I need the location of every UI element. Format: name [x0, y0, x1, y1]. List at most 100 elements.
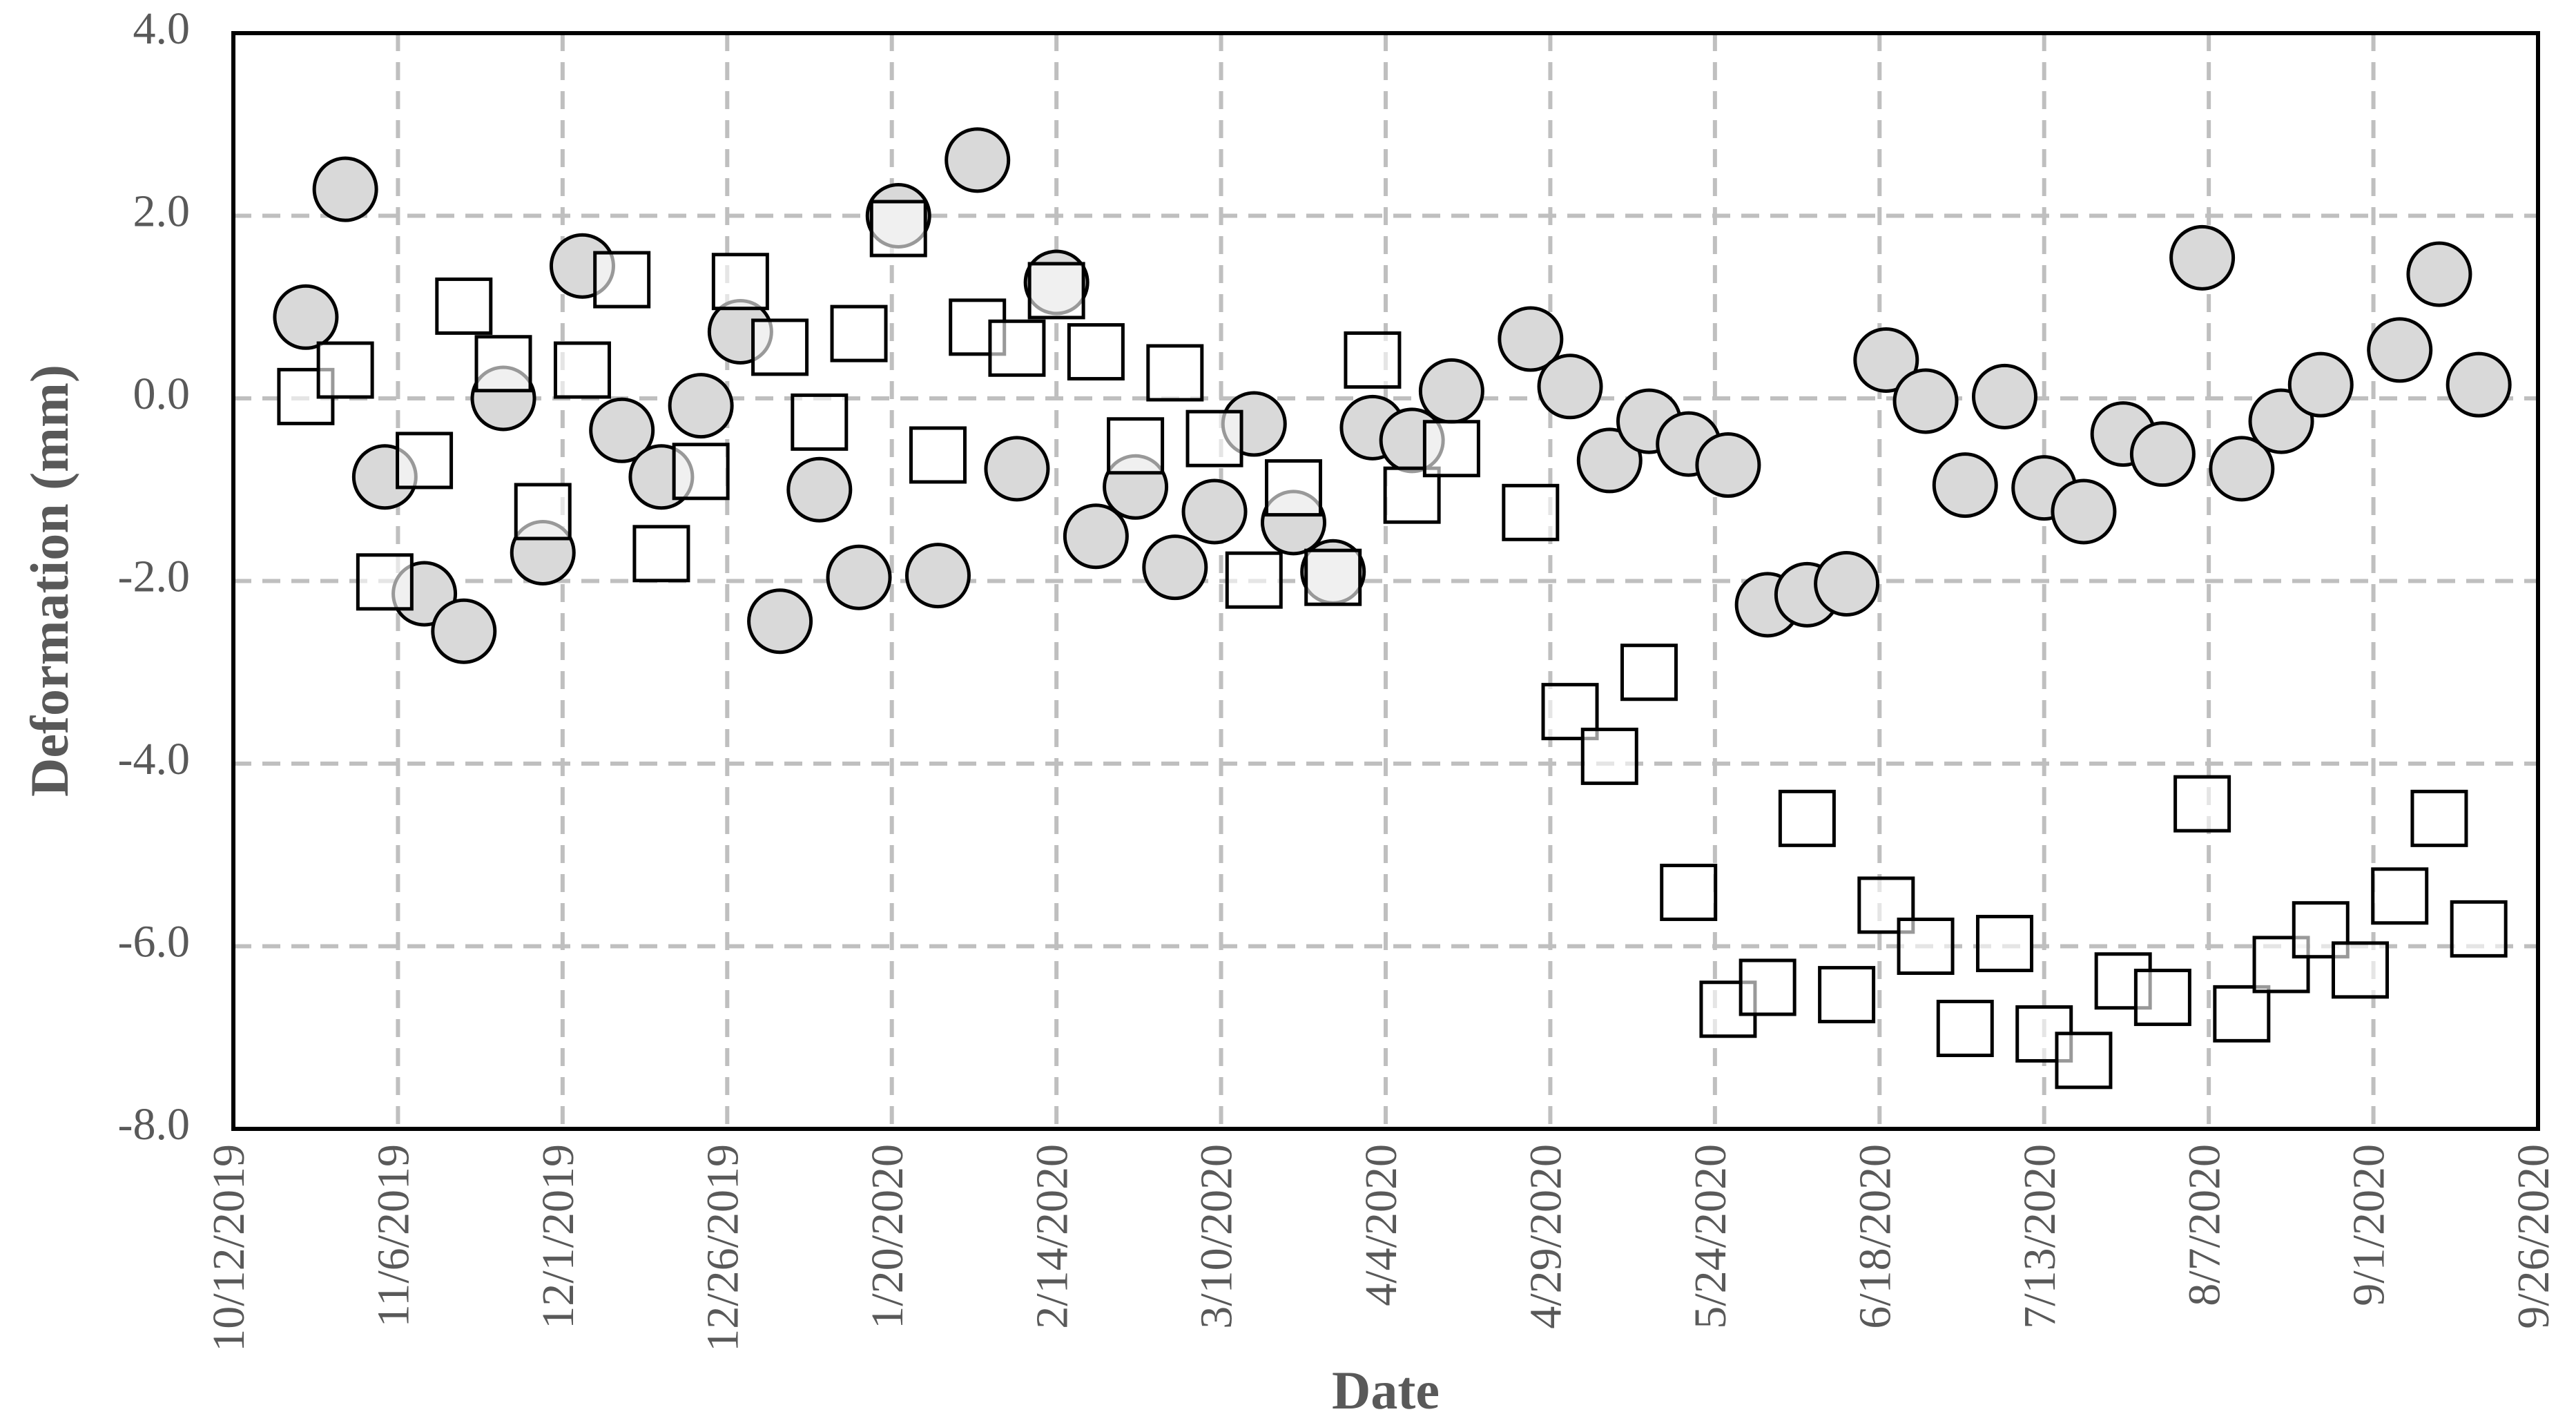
circle-marker: [1814, 550, 1880, 617]
x-tick-label: 10/12/2019: [204, 1144, 254, 1352]
square-marker: [1107, 417, 1165, 475]
square-marker: [514, 483, 572, 541]
square-marker: [1660, 863, 1718, 921]
y-axis-title: Deformation (mm): [19, 365, 79, 797]
circle-marker: [1063, 503, 1129, 570]
square-marker: [1146, 344, 1204, 402]
square-marker: [1422, 420, 1480, 478]
square-marker: [356, 553, 414, 611]
circle-marker: [904, 543, 971, 609]
circle-marker: [2051, 478, 2117, 545]
plot-frame: [231, 31, 2540, 1131]
x-tick-label: 6/18/2020: [1850, 1144, 1900, 1329]
square-marker: [711, 253, 769, 311]
circle-marker: [786, 456, 853, 523]
circle-marker: [1971, 363, 2037, 429]
square-marker: [1185, 409, 1243, 467]
circle-marker: [2446, 351, 2512, 418]
square-marker: [1502, 483, 1560, 541]
circle-marker: [1142, 534, 1208, 601]
circle-marker: [2129, 421, 2196, 487]
x-tick-label: 8/7/2020: [2179, 1144, 2229, 1306]
square-marker: [316, 341, 374, 399]
square-marker: [1818, 966, 1876, 1024]
square-marker: [2410, 789, 2468, 847]
x-tick-label: 12/26/2019: [697, 1144, 748, 1352]
circle-marker: [668, 373, 734, 439]
y-tick-label: -6.0: [118, 917, 190, 967]
y-tick-label: 4.0: [133, 3, 191, 54]
circle-marker: [1853, 327, 1919, 393]
square-marker: [1264, 459, 1322, 517]
x-tick-label: 9/1/2020: [2344, 1144, 2394, 1306]
y-tick-label: -4.0: [118, 734, 190, 784]
x-tick-label: 9/26/2020: [2508, 1144, 2559, 1329]
square-marker: [1778, 789, 1836, 847]
square-marker: [396, 432, 454, 490]
x-axis-title: Date: [1332, 1360, 1440, 1420]
square-marker: [909, 426, 967, 484]
square-marker: [1975, 915, 2033, 973]
circle-marker: [984, 436, 1050, 502]
square-marker: [1344, 331, 1402, 389]
x-tick-label: 11/6/2019: [369, 1144, 419, 1327]
circle-marker: [1498, 306, 1564, 372]
x-tick-label: 2/14/2020: [1027, 1144, 1077, 1329]
circle-marker: [1932, 452, 1998, 519]
x-tick-label: 4/4/2020: [1356, 1144, 1406, 1306]
x-tick-label: 3/10/2020: [1192, 1144, 1242, 1329]
circle-marker: [826, 544, 892, 610]
square-marker: [672, 443, 730, 501]
square-marker: [1580, 727, 1638, 785]
y-tick-label: 2.0: [133, 186, 191, 237]
square-marker: [2133, 969, 2191, 1027]
square-marker: [2371, 867, 2429, 925]
square-marker: [1620, 643, 1678, 701]
square-marker: [791, 393, 849, 451]
square-marker: [869, 200, 927, 258]
square-marker: [1739, 958, 1797, 1016]
square-marker: [435, 277, 493, 335]
circle-marker: [1418, 358, 1484, 424]
circle-marker: [2169, 224, 2236, 291]
square-marker: [830, 304, 888, 362]
y-tick-label: 0.0: [133, 369, 191, 419]
square-marker: [593, 251, 651, 309]
circle-marker: [2406, 241, 2472, 307]
x-tick-label: 4/29/2020: [1521, 1144, 1571, 1329]
square-marker: [1225, 551, 1283, 609]
y-tick-label: -8.0: [118, 1099, 190, 1150]
square-marker: [632, 525, 690, 583]
square-marker: [1897, 918, 1955, 975]
square-marker: [2213, 985, 2271, 1043]
circle-marker: [1695, 432, 1761, 498]
circle-marker: [312, 156, 378, 222]
circle-marker: [589, 397, 655, 463]
square-marker: [751, 318, 809, 376]
circle-marker: [945, 127, 1011, 193]
circle-marker: [1181, 478, 1248, 545]
x-tick-label: 7/13/2020: [2015, 1144, 2065, 1329]
square-marker: [1936, 1000, 1994, 1058]
square-marker: [2055, 1032, 2113, 1090]
circle-marker: [431, 598, 497, 664]
square-marker: [474, 335, 532, 393]
square-marker: [2173, 775, 2231, 833]
circle-marker: [2287, 351, 2354, 418]
y-tick-label: -2.0: [118, 552, 190, 602]
circle-marker: [1892, 368, 1959, 434]
circle-marker: [273, 284, 339, 350]
circle-marker: [747, 588, 813, 655]
square-marker: [2331, 941, 2389, 999]
square-marker: [2450, 900, 2508, 958]
circle-marker: [2209, 436, 2275, 502]
square-marker: [1304, 548, 1362, 606]
square-marker: [553, 341, 611, 399]
square-marker: [1067, 323, 1125, 381]
x-tick-label: 12/1/2019: [533, 1144, 583, 1329]
square-marker: [1027, 262, 1085, 320]
circle-marker: [1537, 354, 1603, 420]
circle-marker: [2367, 317, 2433, 383]
